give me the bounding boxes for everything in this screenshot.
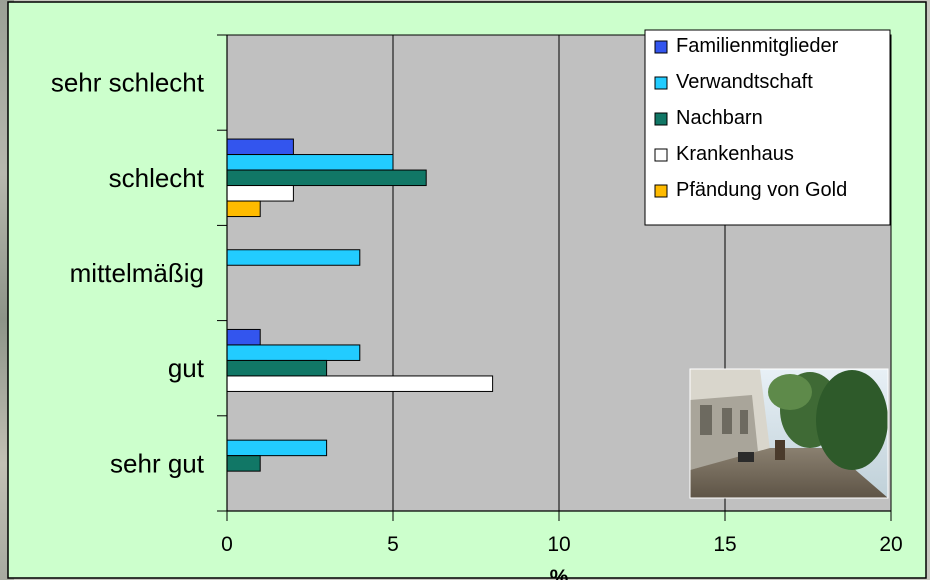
legend-label: Pfändung von Gold <box>676 179 847 201</box>
bar <box>226 185 294 202</box>
category-label: gut <box>168 353 205 383</box>
bar <box>226 328 261 346</box>
legend-label: Krankenhaus <box>676 143 794 165</box>
bar <box>226 169 427 187</box>
bar <box>226 455 261 472</box>
legend-label: Verwandtschaft <box>676 71 813 93</box>
bar <box>226 375 494 392</box>
legend-swatch <box>654 76 668 90</box>
x-tick-label: 5 <box>387 533 399 556</box>
category-label: sehr gut <box>110 448 205 478</box>
legend: Familienmitglieder Verwandtschaft Nachbarn… <box>644 29 891 226</box>
axes <box>217 34 892 521</box>
bar <box>226 138 294 156</box>
legend-label: Familienmitglieder <box>676 35 839 57</box>
bars <box>226 138 494 472</box>
bar <box>226 439 328 457</box>
bar <box>226 154 394 171</box>
legend-swatch <box>654 112 668 126</box>
legend-swatch <box>654 40 668 54</box>
bar <box>226 344 361 361</box>
x-axis-label: % <box>550 566 569 580</box>
legend-label: Nachbarn <box>676 107 763 129</box>
x-tick-label: 0 <box>221 533 233 556</box>
bar <box>226 359 328 377</box>
axis-labels: sehr gut gut mittelmäßig schlecht sehr schle… <box>51 68 903 556</box>
legend-box <box>644 29 891 226</box>
x-tick-label: 10 <box>547 533 570 556</box>
bar <box>226 200 261 218</box>
category-label: sehr schlecht <box>51 68 205 98</box>
street-photo <box>689 368 889 499</box>
category-label: schlecht <box>109 163 205 193</box>
x-tick-label: 20 <box>879 533 902 556</box>
legend-swatch <box>654 148 668 162</box>
bar <box>226 249 361 266</box>
x-tick-label: 15 <box>713 533 736 556</box>
category-label: mittelmäßig <box>70 258 204 288</box>
legend-swatch <box>654 184 668 198</box>
